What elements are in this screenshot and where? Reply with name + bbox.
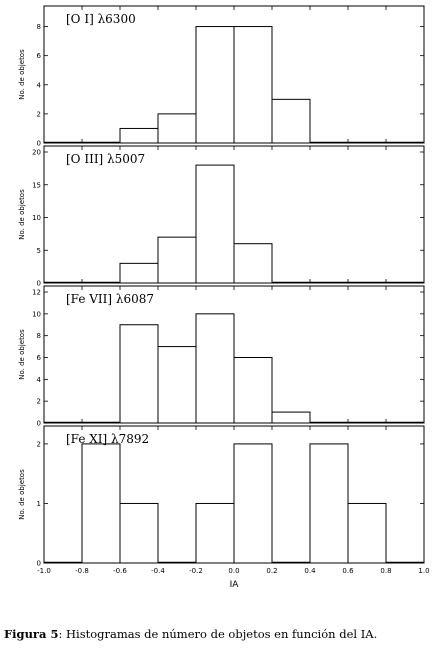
panel-title: [O I] λ6300 xyxy=(66,12,136,26)
histogram-bar xyxy=(157,113,197,144)
y-tick-label: 10 xyxy=(32,310,41,318)
y-tick-label: 2 xyxy=(37,398,41,406)
x-axis-label: IA xyxy=(230,580,240,590)
histogram-bar xyxy=(195,26,235,144)
histogram-bar xyxy=(157,346,197,424)
histogram-bar xyxy=(195,164,235,284)
y-tick-label: 2 xyxy=(37,440,41,448)
figure-caption: Figura 5: Histogramas de número de objet… xyxy=(4,627,440,641)
histogram-bar xyxy=(233,443,273,564)
x-tick-label: 0.6 xyxy=(342,567,354,575)
caption-label: Figura 5 xyxy=(4,627,59,641)
histogram-bar xyxy=(119,127,159,144)
x-tick-label: 0.2 xyxy=(266,567,277,575)
x-tick-label: 1.0 xyxy=(418,567,429,575)
x-tick-label: 0.8 xyxy=(380,567,391,575)
caption-text: : Histogramas de número de objetos en fu… xyxy=(58,627,378,641)
y-tick-label: 4 xyxy=(37,81,42,89)
y-tick-label: 15 xyxy=(32,181,41,189)
histogram-bar xyxy=(271,98,311,144)
histogram-bar xyxy=(233,243,273,284)
x-tick-label: -0.6 xyxy=(113,567,127,575)
histogram-bar xyxy=(195,313,235,424)
y-tick-label: 8 xyxy=(37,23,41,31)
y-tick-label: 0 xyxy=(37,140,41,148)
panel-title: [Fe VII] λ6087 xyxy=(66,292,154,306)
histogram-bar xyxy=(119,262,159,284)
y-tick-label: 5 xyxy=(37,247,41,255)
y-axis-label: No. de objetos xyxy=(18,329,26,380)
x-tick-label: 0.0 xyxy=(228,567,239,575)
histogram-panel-4: 0 1 2 No. de objetos [Fe XI] λ7892 -1.0 -0.8 -0… xyxy=(18,425,430,590)
histogram-panel-3: 0 2 4 6 8 10 12 No. de objetos [Fe VII] λ6087 xyxy=(18,285,425,428)
x-tick-label: -0.8 xyxy=(75,567,89,575)
y-tick-label: 0 xyxy=(37,420,41,428)
y-tick-label: 4 xyxy=(37,376,42,384)
histogram-panel-2: 0 5 10 15 20 No. de objetos [O III] λ5007 xyxy=(18,145,425,288)
y-tick-label: 20 xyxy=(32,149,41,157)
y-tick-label: 0 xyxy=(37,280,41,288)
histogram-panel-1: 0 2 4 6 8 No. de objetos [O I] λ6300 xyxy=(18,5,425,148)
y-tick-label: 2 xyxy=(37,110,41,118)
histogram-bar xyxy=(119,324,159,424)
histogram-bar xyxy=(233,26,273,144)
x-tick-label: -1.0 xyxy=(37,567,51,575)
y-tick-label: 6 xyxy=(37,52,42,60)
y-axis-label: No. de objetos xyxy=(18,189,26,240)
histogram-bar xyxy=(309,443,349,564)
y-tick-label: 10 xyxy=(32,214,41,222)
x-tick-label: 0.4 xyxy=(304,567,316,575)
histogram-bar xyxy=(233,357,273,424)
y-tick-label: 12 xyxy=(32,289,41,297)
y-axis-label: No. de objetos xyxy=(18,469,26,520)
y-axis-label: No. de objetos xyxy=(18,49,26,100)
histogram-bar xyxy=(81,443,121,564)
y-tick-label: 0 xyxy=(37,560,41,568)
histogram-bar xyxy=(157,236,197,284)
histogram-bar xyxy=(119,502,159,564)
y-tick-label: 1 xyxy=(37,500,41,508)
histogram-bar xyxy=(347,502,387,564)
y-tick-label: 8 xyxy=(37,332,41,340)
x-tick-label: -0.2 xyxy=(189,567,203,575)
histogram-bar xyxy=(271,411,311,424)
panel-title: [O III] λ5007 xyxy=(66,152,145,166)
histogram-bar xyxy=(195,502,235,564)
panel-title: [Fe XI] λ7892 xyxy=(66,432,149,446)
y-tick-label: 6 xyxy=(37,354,42,362)
x-tick-label: -0.4 xyxy=(151,567,165,575)
